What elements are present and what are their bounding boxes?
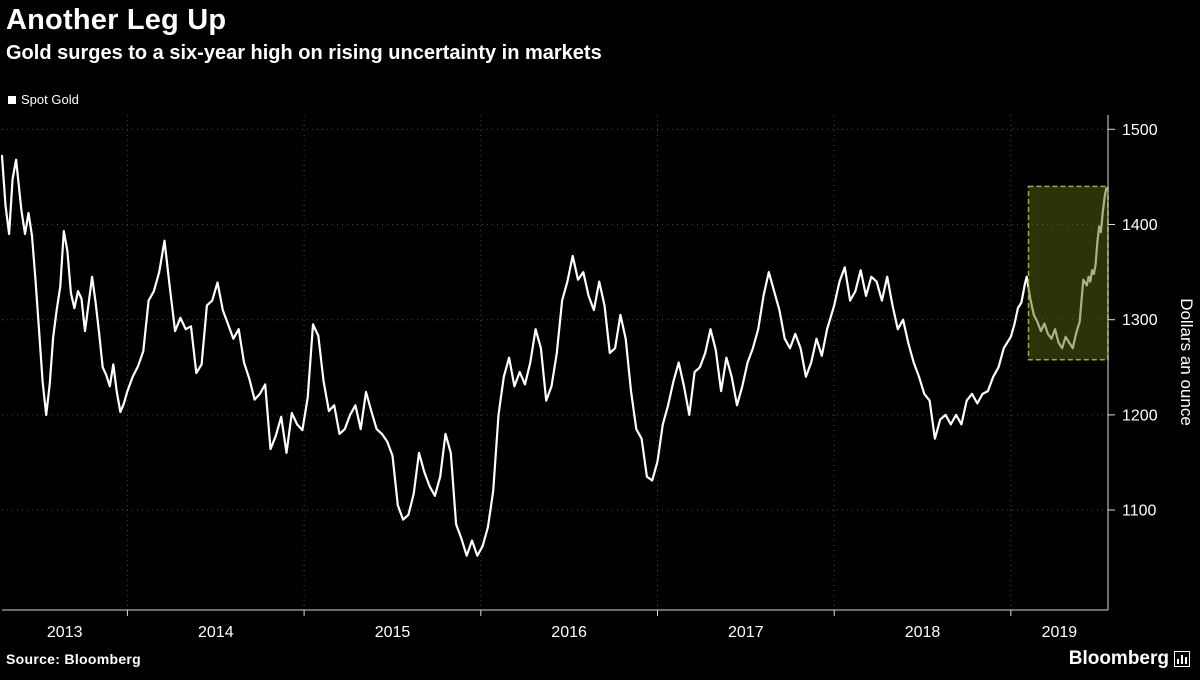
- svg-text:1400: 1400: [1122, 217, 1158, 234]
- source-label: Source: Bloomberg: [6, 651, 142, 667]
- chart-subtitle: Gold surges to a six-year high on rising…: [6, 42, 602, 65]
- svg-text:1100: 1100: [1122, 503, 1157, 520]
- chart-title: Another Leg Up: [6, 4, 227, 36]
- svg-text:2016: 2016: [551, 624, 587, 641]
- chart-header: Another Leg Up Gold surges to a six-year…: [6, 4, 602, 65]
- svg-text:2014: 2014: [198, 624, 234, 641]
- legend: Spot Gold: [8, 92, 79, 107]
- footer: Source: Bloomberg Bloomberg: [0, 647, 1200, 675]
- svg-text:2018: 2018: [905, 624, 941, 641]
- svg-text:2019: 2019: [1042, 624, 1078, 641]
- legend-label: Spot Gold: [21, 92, 79, 107]
- bloomberg-logo: Bloomberg: [1069, 648, 1190, 670]
- svg-text:1500: 1500: [1122, 122, 1158, 139]
- legend-swatch-icon: [8, 95, 16, 104]
- svg-text:2015: 2015: [375, 624, 411, 641]
- svg-text:Dollars an ounce: Dollars an ounce: [1177, 298, 1196, 426]
- bloomberg-logo-text: Bloomberg: [1068, 648, 1169, 669]
- svg-text:2013: 2013: [47, 624, 83, 641]
- bloomberg-chart-icon: [1174, 651, 1190, 667]
- svg-text:1300: 1300: [1122, 312, 1158, 329]
- svg-text:1200: 1200: [1122, 407, 1158, 424]
- svg-text:2017: 2017: [728, 624, 764, 641]
